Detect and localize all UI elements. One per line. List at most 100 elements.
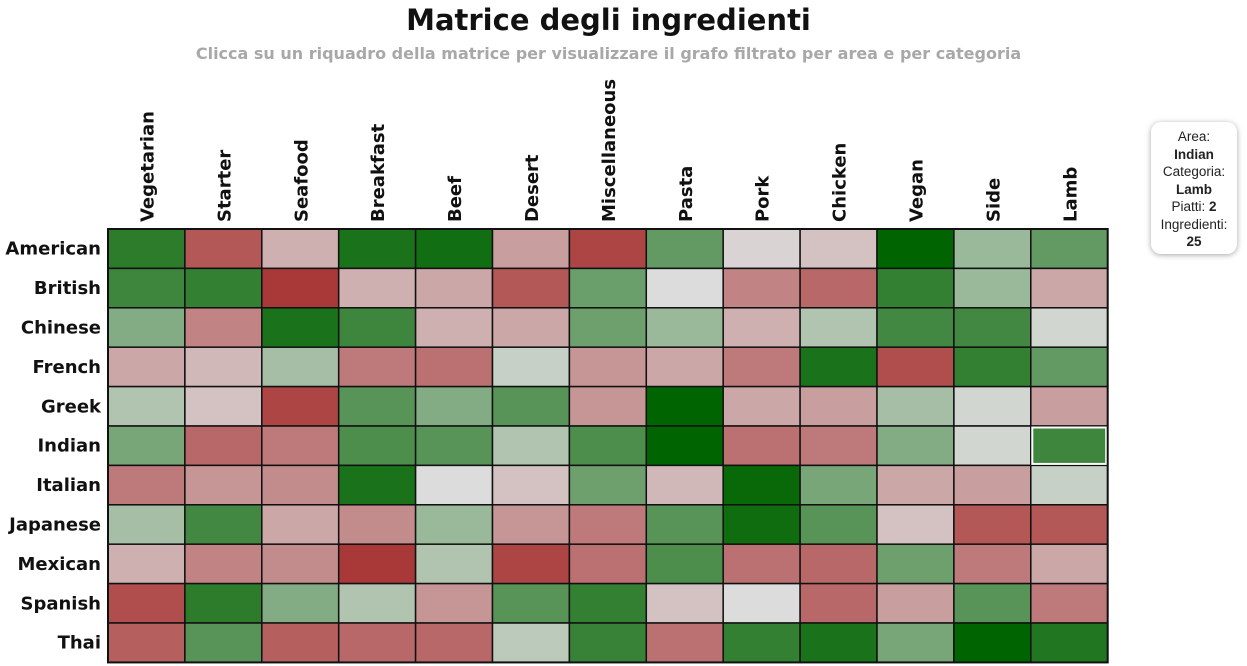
heatmap-cell-japanese-lamb[interactable] (1030, 504, 1109, 545)
heatmap-cell-thai-miscellaneous[interactable] (568, 622, 648, 664)
heatmap-cell-french-starter[interactable] (184, 346, 263, 388)
heatmap-cell-mexican-starter[interactable] (184, 543, 263, 585)
heatmap-cell-american-side[interactable] (953, 228, 1032, 270)
heatmap-cell-french-vegetarian[interactable] (107, 346, 186, 388)
heatmap-cell-greek-pork[interactable] (722, 385, 801, 427)
heatmap-cell-spanish-seafood[interactable] (261, 582, 340, 624)
heatmap-cell-spanish-breakfast[interactable] (337, 582, 417, 624)
heatmap-cell-indian-breakfast[interactable] (337, 425, 417, 467)
heatmap-cell-british-lamb[interactable] (1030, 267, 1109, 309)
heatmap-cell-indian-vegan[interactable] (876, 425, 955, 467)
heatmap-cell-american-seafood[interactable] (261, 228, 340, 270)
heatmap-cell-spanish-lamb[interactable] (1030, 582, 1109, 624)
heatmap-cell-japanese-chicken[interactable] (799, 504, 878, 545)
heatmap-cell-italian-vegetarian[interactable] (107, 464, 186, 506)
heatmap-cell-thai-side[interactable] (953, 622, 1032, 664)
heatmap-cell-spanish-side[interactable] (953, 582, 1032, 624)
heatmap-cell-british-pasta[interactable] (645, 267, 724, 309)
heatmap-cell-chinese-seafood[interactable] (261, 307, 340, 348)
heatmap-cell-spanish-desert[interactable] (491, 582, 571, 624)
heatmap-cell-american-starter[interactable] (184, 228, 263, 270)
heatmap-cell-mexican-desert[interactable] (491, 543, 571, 585)
heatmap-cell-thai-breakfast[interactable] (337, 622, 417, 664)
heatmap-cell-british-starter[interactable] (184, 267, 263, 309)
heatmap-cell-american-pasta[interactable] (645, 228, 724, 270)
heatmap-cell-french-chicken[interactable] (799, 346, 878, 388)
heatmap-cell-chinese-desert[interactable] (491, 307, 571, 348)
heatmap-cell-japanese-vegetarian[interactable] (107, 504, 186, 545)
heatmap-cell-spanish-vegan[interactable] (876, 582, 955, 624)
heatmap-cell-spanish-chicken[interactable] (799, 582, 878, 624)
heatmap-cell-japanese-pasta[interactable] (645, 504, 724, 545)
heatmap-cell-italian-seafood[interactable] (261, 464, 340, 506)
heatmap-cell-japanese-desert[interactable] (491, 504, 571, 545)
heatmap-cell-greek-chicken[interactable] (799, 385, 878, 427)
heatmap-cell-mexican-beef[interactable] (414, 543, 494, 585)
heatmap-cell-greek-desert[interactable] (491, 385, 571, 427)
heatmap-cell-indian-lamb[interactable] (1030, 425, 1109, 467)
heatmap-cell-spanish-starter[interactable] (184, 582, 263, 624)
heatmap-cell-spanish-vegetarian[interactable] (107, 582, 186, 624)
heatmap-cell-japanese-pork[interactable] (722, 504, 801, 545)
heatmap-cell-japanese-vegan[interactable] (876, 504, 955, 545)
heatmap-cell-italian-pork[interactable] (722, 464, 801, 506)
heatmap-cell-indian-seafood[interactable] (261, 425, 340, 467)
heatmap-cell-spanish-pasta[interactable] (645, 582, 724, 624)
heatmap-cell-japanese-beef[interactable] (414, 504, 494, 545)
heatmap-cell-greek-vegetarian[interactable] (107, 385, 186, 427)
heatmap-cell-british-pork[interactable] (722, 267, 801, 309)
heatmap-cell-thai-vegan[interactable] (876, 622, 955, 664)
heatmap-cell-mexican-vegan[interactable] (876, 543, 955, 585)
heatmap-cell-japanese-starter[interactable] (184, 504, 263, 545)
heatmap-cell-american-chicken[interactable] (799, 228, 878, 270)
heatmap-cell-british-chicken[interactable] (799, 267, 878, 309)
heatmap-cell-japanese-breakfast[interactable] (337, 504, 417, 545)
heatmap-cell-italian-chicken[interactable] (799, 464, 878, 506)
heatmap-cell-mexican-lamb[interactable] (1030, 543, 1109, 585)
heatmap-cell-indian-miscellaneous[interactable] (568, 425, 648, 467)
heatmap-cell-thai-beef[interactable] (414, 622, 494, 664)
heatmap-cell-chinese-vegetarian[interactable] (107, 307, 186, 348)
heatmap-cell-mexican-chicken[interactable] (799, 543, 878, 585)
heatmap-cell-indian-chicken[interactable] (799, 425, 878, 467)
heatmap-cell-british-miscellaneous[interactable] (568, 267, 648, 309)
heatmap-cell-mexican-pasta[interactable] (645, 543, 724, 585)
heatmap-cell-thai-lamb[interactable] (1030, 622, 1109, 664)
heatmap-cell-mexican-miscellaneous[interactable] (568, 543, 648, 585)
heatmap-cell-french-pasta[interactable] (645, 346, 724, 388)
heatmap-cell-thai-vegetarian[interactable] (107, 622, 186, 664)
heatmap-cell-french-lamb[interactable] (1030, 346, 1109, 388)
heatmap-cell-british-vegan[interactable] (876, 267, 955, 309)
heatmap-cell-british-vegetarian[interactable] (107, 267, 186, 309)
heatmap-cell-italian-beef[interactable] (414, 464, 494, 506)
heatmap-cell-chinese-miscellaneous[interactable] (568, 307, 648, 348)
heatmap-cell-mexican-side[interactable] (953, 543, 1032, 585)
heatmap-cell-indian-pork[interactable] (722, 425, 801, 467)
heatmap-cell-thai-seafood[interactable] (261, 622, 340, 664)
heatmap-cell-indian-starter[interactable] (184, 425, 263, 467)
heatmap-cell-italian-desert[interactable] (491, 464, 571, 506)
heatmap-cell-italian-pasta[interactable] (645, 464, 724, 506)
heatmap-cell-chinese-side[interactable] (953, 307, 1032, 348)
heatmap-cell-italian-lamb[interactable] (1030, 464, 1109, 506)
heatmap-cell-french-seafood[interactable] (261, 346, 340, 388)
heatmap-cell-spanish-pork[interactable] (722, 582, 801, 624)
heatmap-cell-mexican-breakfast[interactable] (337, 543, 417, 585)
heatmap-cell-british-desert[interactable] (491, 267, 571, 309)
heatmap-cell-british-seafood[interactable] (261, 267, 340, 309)
heatmap-cell-american-pork[interactable] (722, 228, 801, 270)
heatmap-cell-thai-pasta[interactable] (645, 622, 724, 664)
heatmap-cell-french-beef[interactable] (414, 346, 494, 388)
heatmap-cell-spanish-miscellaneous[interactable] (568, 582, 648, 624)
heatmap-cell-indian-desert[interactable] (491, 425, 571, 467)
heatmap-cell-japanese-miscellaneous[interactable] (568, 504, 648, 545)
heatmap-cell-greek-breakfast[interactable] (337, 385, 417, 427)
heatmap-cell-chinese-breakfast[interactable] (337, 307, 417, 348)
heatmap-cell-spanish-beef[interactable] (414, 582, 494, 624)
heatmap-cell-american-lamb[interactable] (1030, 228, 1109, 270)
heatmap-cell-american-miscellaneous[interactable] (568, 228, 648, 270)
heatmap-cell-indian-pasta[interactable] (645, 425, 724, 467)
heatmap-cell-french-side[interactable] (953, 346, 1032, 388)
heatmap-cell-japanese-side[interactable] (953, 504, 1032, 545)
heatmap-cell-american-desert[interactable] (491, 228, 571, 270)
